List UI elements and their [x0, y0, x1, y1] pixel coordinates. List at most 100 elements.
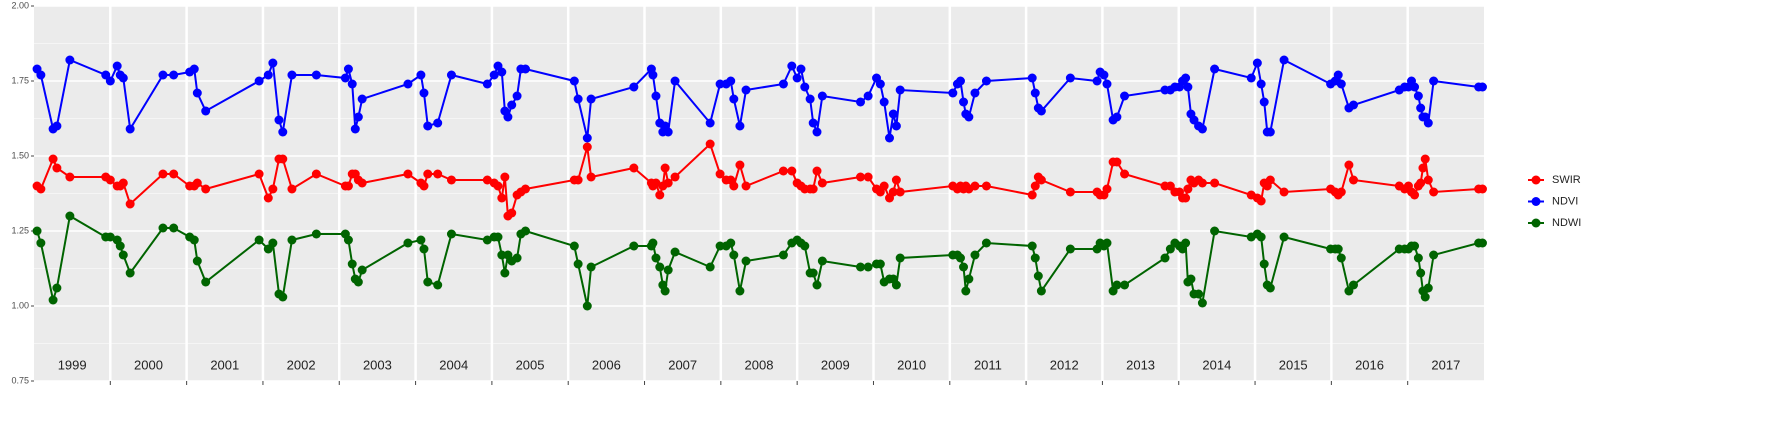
point [65, 172, 75, 182]
point [787, 61, 797, 71]
point [1259, 259, 1269, 269]
point [655, 190, 665, 200]
point [808, 268, 818, 278]
point [254, 235, 264, 245]
point [959, 262, 969, 272]
point [651, 91, 661, 101]
x-tick-label: 2000 [134, 357, 163, 372]
point [1183, 184, 1193, 194]
point [1102, 238, 1112, 248]
point [192, 178, 202, 188]
point [1252, 58, 1262, 68]
point [278, 154, 288, 164]
point [735, 160, 745, 170]
point [1336, 79, 1346, 89]
point [670, 172, 680, 182]
point [875, 259, 885, 269]
point [1333, 244, 1343, 254]
x-tick-label: 2015 [1279, 357, 1308, 372]
point [895, 187, 905, 197]
point [347, 259, 357, 269]
point [118, 73, 128, 83]
point [1112, 157, 1122, 167]
x-tick-label: 2004 [439, 357, 468, 372]
y-tick-label: 2.00 [11, 0, 29, 10]
point [503, 112, 513, 122]
point [1030, 253, 1040, 263]
point [1265, 175, 1275, 185]
point [817, 178, 827, 188]
point [192, 256, 202, 266]
point [741, 181, 751, 191]
point [1429, 187, 1439, 197]
point [1265, 283, 1275, 293]
point [419, 181, 429, 191]
point [201, 184, 211, 194]
point [1181, 238, 1191, 248]
point [629, 163, 639, 173]
point [268, 184, 278, 194]
point [1160, 253, 1170, 263]
point [981, 238, 991, 248]
point [817, 256, 827, 266]
point [125, 124, 135, 134]
point [1033, 271, 1043, 281]
point [1477, 238, 1487, 248]
point [726, 238, 736, 248]
point [670, 76, 680, 86]
point [863, 262, 873, 272]
point [660, 163, 670, 173]
point [1410, 82, 1420, 92]
point [1102, 79, 1112, 89]
legend-label: SWIR [1552, 174, 1581, 186]
y-tick-label: 1.75 [11, 75, 29, 85]
point [1429, 76, 1439, 86]
point [1429, 250, 1439, 260]
point [105, 232, 115, 242]
point [353, 277, 363, 287]
point [274, 115, 284, 125]
point [1416, 268, 1426, 278]
point [115, 241, 125, 251]
point [970, 181, 980, 191]
point [1036, 286, 1046, 296]
point [955, 76, 965, 86]
point [805, 94, 815, 104]
point [1477, 82, 1487, 92]
point [32, 226, 42, 236]
point [118, 178, 128, 188]
point [808, 184, 818, 194]
point [105, 76, 115, 86]
point [403, 79, 413, 89]
point [729, 181, 739, 191]
y-tick-label: 1.25 [11, 225, 29, 235]
point [489, 70, 499, 80]
point [254, 76, 264, 86]
point [1102, 184, 1112, 194]
legend-label: NDWI [1552, 217, 1581, 229]
point [482, 175, 492, 185]
point [629, 82, 639, 92]
point [705, 262, 715, 272]
point [705, 139, 715, 149]
point [357, 178, 367, 188]
point [254, 169, 264, 179]
point [1349, 280, 1358, 290]
point [416, 70, 426, 80]
point [1279, 187, 1289, 197]
point [1418, 163, 1428, 173]
point [52, 163, 62, 173]
point [569, 76, 579, 86]
point [520, 64, 530, 74]
point [1120, 280, 1130, 290]
point [1112, 280, 1122, 290]
point [1036, 106, 1046, 116]
point [1333, 70, 1343, 80]
y-tick-label: 1.00 [11, 300, 29, 310]
point [125, 199, 135, 209]
point [808, 118, 818, 128]
point [343, 181, 353, 191]
point [660, 286, 670, 296]
point [311, 229, 321, 239]
point [1256, 79, 1266, 89]
